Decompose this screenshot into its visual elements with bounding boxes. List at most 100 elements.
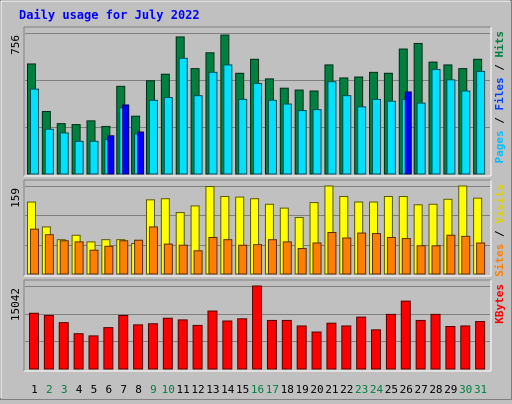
series-kbytes [29,285,486,370]
bar-files-day-1 [30,88,39,175]
panel-hits-series-labels: Pages / Files / Hits [493,31,506,164]
bar-files-day-19 [297,110,307,175]
bar-sites-day-7 [119,240,129,275]
bar-files-day-10 [163,97,173,175]
panel-visits-series-labels: Sites / Visits [493,184,506,277]
bar-files-day-31 [476,70,486,175]
panel-visits-max-label: 159 [9,188,22,208]
bar-kbytes-day-8 [133,324,144,370]
bar-pages-day-8 [137,131,145,175]
series-pages [107,91,412,175]
x-tick-label-day-3: 3 [61,383,68,396]
bar-files-day-29 [446,79,456,175]
bar-files-day-15 [238,98,248,175]
bar-kbytes-day-7 [118,314,129,370]
bar-kbytes-day-9 [147,323,158,370]
bar-sites-day-27 [416,245,426,275]
x-axis: 1 2 3 4 5 6 7 8 9 10 11 12 13 14 15 16 17 18 19 20 21 22 23 24 2… [31,383,487,396]
series-label-visits: Visits [493,184,506,224]
bar-kbytes-day-4 [73,333,84,370]
series-sites [30,226,486,275]
x-tick-label-day-20: 20 [310,383,323,396]
bar-kbytes-day-23 [356,316,367,370]
bar-files-day-4 [74,140,84,175]
panel-visits: 159 Sites / Visits [9,179,506,277]
x-tick-label-day-15: 15 [236,383,249,396]
x-tick-label-day-12: 12 [191,383,204,396]
x-tick-label-day-29: 29 [444,383,457,396]
bar-sites-day-10 [163,243,173,275]
bar-kbytes-day-31 [475,321,486,370]
bar-sites-day-5 [89,249,99,275]
x-tick-label-day-2: 2 [46,383,53,396]
bar-kbytes-day-25 [385,313,396,370]
bar-kbytes-day-21 [326,322,337,370]
bar-kbytes-day-13 [207,310,218,370]
bar-kbytes-day-16 [252,285,263,370]
bar-sites-day-24 [372,233,382,275]
bar-kbytes-day-12 [192,324,203,370]
x-tick-label-day-23: 23 [355,383,368,396]
bar-kbytes-day-10 [162,317,173,370]
panel-kbytes-series-labels: KBytes [493,284,506,324]
x-tick-label-day-31: 31 [474,383,487,396]
x-tick-label-day-26: 26 [400,383,413,396]
x-tick-label-day-19: 19 [295,383,308,396]
series-label-sites: Sites [493,244,506,277]
bar-sites-day-25 [386,236,396,275]
series-files [30,57,486,175]
bar-sites-day-17 [267,239,277,275]
bar-pages-day-6 [107,135,115,175]
bar-sites-day-19 [297,248,307,275]
bar-files-day-14 [223,64,233,175]
bar-files-day-18 [282,103,292,175]
panel-hits: 756 Pages / Files / Hits [9,26,506,177]
chart-panels: 756 Pages / Files / Hits 159 Sites / Visits… [9,26,506,372]
x-tick-label-day-14: 14 [221,383,235,396]
bar-kbytes-day-2 [43,314,54,370]
bar-files-day-23 [357,106,367,175]
bar-files-day-24 [372,98,382,175]
bar-files-day-20 [312,109,322,175]
x-tick-label-day-24: 24 [370,383,384,396]
x-tick-label-day-11: 11 [177,383,190,396]
x-tick-label-day-7: 7 [120,383,127,396]
bar-sites-day-14 [223,239,233,275]
bar-files-day-25 [386,100,396,175]
x-tick-label-day-22: 22 [340,383,353,396]
bar-kbytes-day-1 [29,312,39,370]
bar-files-day-30 [461,90,471,175]
bar-kbytes-day-22 [341,325,352,370]
bar-kbytes-day-26 [400,300,411,370]
bar-kbytes-day-6 [103,327,114,370]
series-label-pages: Pages [493,130,506,163]
x-tick-label-day-30: 30 [459,383,472,396]
x-tick-label-day-13: 13 [206,383,219,396]
bar-sites-day-28 [431,245,441,275]
bar-files-day-28 [431,69,441,175]
series-label-kbytes: KBytes [493,284,506,324]
bar-files-day-21 [327,81,337,175]
bar-files-day-5 [89,140,99,175]
x-tick-label-day-18: 18 [281,383,294,396]
x-tick-label-day-8: 8 [135,383,142,396]
bar-files-day-12 [193,95,203,175]
bar-files-day-17 [267,99,277,175]
label-separator: / [493,58,506,78]
bar-files-day-9 [148,99,158,175]
bar-files-day-16 [253,83,263,175]
bar-pages-day-7 [122,104,130,175]
bar-sites-day-2 [44,234,54,275]
bar-kbytes-day-30 [460,325,471,370]
bar-sites-day-16 [253,244,263,275]
bar-sites-day-26 [401,238,411,275]
bar-sites-day-12 [193,250,203,275]
bar-kbytes-day-11 [177,319,188,370]
bar-kbytes-day-19 [296,325,307,370]
bar-sites-day-11 [178,244,188,275]
label-separator: / [493,224,506,244]
bar-sites-day-18 [282,241,292,275]
bar-kbytes-day-14 [222,320,233,370]
